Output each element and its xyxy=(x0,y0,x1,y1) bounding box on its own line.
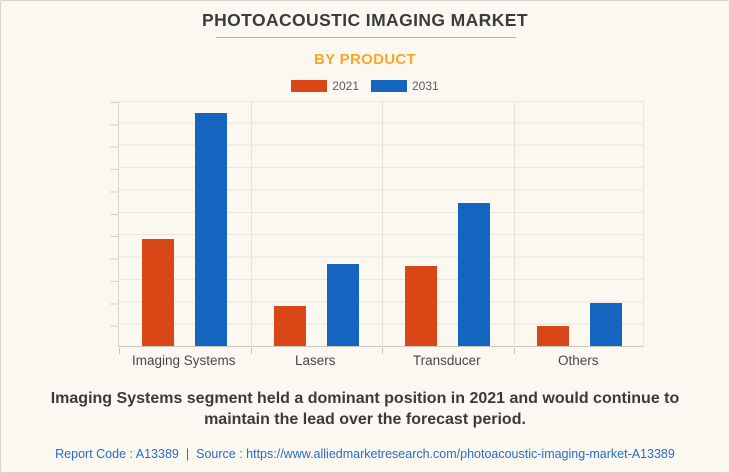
x-axis-tick xyxy=(250,348,252,354)
x-axis-tick xyxy=(382,348,383,354)
bar-2021-others xyxy=(536,326,569,346)
statement-text: Imaging Systems segment held a dominant … xyxy=(16,388,714,430)
source-url-link[interactable]: https://www.alliedmarketresearch.com/pho… xyxy=(246,447,675,461)
bar-2031-lasers xyxy=(326,264,359,346)
bar-2031-others xyxy=(589,302,622,346)
legend-item-2031: 2031 xyxy=(371,79,439,93)
bar-2021-lasers xyxy=(273,305,306,346)
x-label-others: Others xyxy=(557,353,599,368)
legend: 2021 2031 xyxy=(1,79,729,93)
footer: Report Code : A13389 | Source : https://ww… xyxy=(1,447,729,461)
bar-2031-transducer xyxy=(458,203,491,346)
bar-2021-imaging-systems xyxy=(142,239,175,346)
x-axis-labels: Imaging Systems Lasers Transducer Others xyxy=(118,353,644,371)
statement-text-inner: Imaging Systems segment held a dominant … xyxy=(50,390,680,428)
report-code-text: Report Code : A13389 xyxy=(55,447,179,461)
x-axis-tick xyxy=(119,348,120,354)
chart-subtitle: BY PRODUCT xyxy=(314,51,416,68)
grid-vline xyxy=(513,102,515,348)
source-label: Source : xyxy=(196,447,243,461)
bar-2021-transducer xyxy=(405,266,438,346)
x-axis-tick xyxy=(513,348,515,354)
legend-label-2031: 2031 xyxy=(412,79,439,93)
bar-2031-imaging-systems xyxy=(195,113,228,346)
title-divider xyxy=(216,37,516,38)
legend-item-2021: 2021 xyxy=(291,79,359,93)
legend-swatch-2021 xyxy=(291,80,328,92)
x-label-transducer: Transducer xyxy=(412,353,481,368)
x-label-imaging-systems: Imaging Systems xyxy=(131,353,236,368)
legend-swatch-2031 xyxy=(371,80,407,92)
plot-area xyxy=(110,101,644,354)
y-axis-ticks xyxy=(110,102,118,348)
footer-separator: | xyxy=(185,447,190,461)
grid-vline xyxy=(250,102,252,348)
legend-label-2021: 2021 xyxy=(332,79,359,93)
page-title: PHOTOACOUSTIC IMAGING MARKET xyxy=(202,10,528,30)
x-label-lasers: Lasers xyxy=(294,353,336,368)
grid-vline xyxy=(382,102,383,348)
